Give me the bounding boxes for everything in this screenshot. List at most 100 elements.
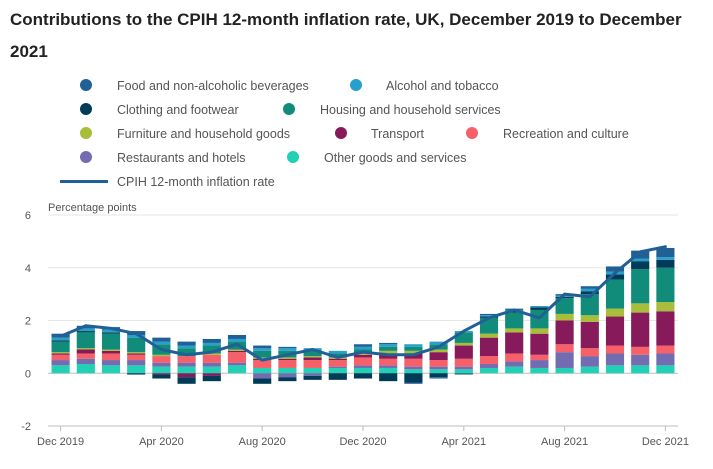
- bar-segment-transport: [152, 373, 171, 375]
- legend-marker-recreation: [466, 127, 478, 139]
- bar-segment-restaurants-and-hotels: [605, 353, 625, 366]
- bar-segment-housing-and-household-services: [505, 312, 524, 329]
- bar-segment-furniture-and-household-goods: [76, 348, 95, 350]
- cpih-line: [59, 245, 667, 362]
- legend-marker-furniture: [80, 127, 92, 139]
- y-tick-label: 6: [25, 210, 31, 222]
- bar-segment-alcohol-and-tobacco: [404, 344, 423, 347]
- bar-segment-transport: [631, 312, 650, 347]
- bar-segment-food-and-non-alcoholic-beverages: [202, 338, 221, 343]
- bar-segment-furniture-and-household-goods: [278, 357, 297, 359]
- bar-segment-other-goods-and-services: [631, 365, 650, 374]
- legend-marker-food: [80, 79, 92, 91]
- bar-segment-furniture-and-household-goods: [379, 350, 398, 354]
- bar-segment-clothing-and-footwear: [51, 340, 70, 342]
- bar-segment-clothing-and-footwear: [152, 374, 171, 379]
- legend-label-alcohol: Alcohol and tobacco: [386, 79, 499, 93]
- legend-label-other: Other goods and services: [324, 151, 467, 165]
- bar-segment-other-goods-and-services: [580, 366, 599, 374]
- legend-label-housing: Housing and household services: [320, 103, 501, 117]
- bar-segment-other-goods-and-services: [303, 367, 322, 374]
- bar-segment-restaurants-and-hotels: [152, 362, 171, 367]
- legend-label-recreation: Recreation and culture: [503, 127, 629, 141]
- bar-segment-clothing-and-footwear: [253, 378, 272, 384]
- legend-marker-other: [287, 151, 299, 163]
- bar-segment-housing-and-household-services: [454, 332, 473, 343]
- bar-segment-restaurants-and-hotels: [303, 373, 322, 376]
- bar-segment-transport: [101, 350, 121, 354]
- bar-segment-transport: [303, 357, 322, 361]
- bar-segment-alcohol-and-tobacco: [278, 348, 297, 351]
- bar-segment-restaurants-and-hotels: [404, 366, 423, 370]
- bar-segment-transport: [202, 373, 221, 376]
- bar-segment-clothing-and-footwear: [101, 332, 121, 334]
- bar-segment-restaurants-and-hotels: [177, 362, 196, 367]
- bar-segment-furniture-and-household-goods: [555, 313, 574, 321]
- bar-segment-furniture-and-household-goods: [631, 303, 650, 313]
- bar-segment-clothing-and-footwear: [631, 261, 650, 270]
- bar-segment-transport: [580, 321, 599, 349]
- bar-segment-furniture-and-household-goods: [303, 356, 322, 358]
- bar-segment-housing-and-household-services: [76, 332, 95, 349]
- legend-label-cpih: CPIH 12-month inflation rate: [117, 175, 275, 189]
- y-tick-label: 2: [25, 316, 31, 328]
- bar-segment-clothing-and-footwear: [379, 373, 398, 382]
- legend-label-furniture: Furniture and household goods: [117, 127, 291, 141]
- bar-segment-other-goods-and-services: [253, 367, 272, 374]
- bar-segment-recreation-and-culture: [227, 352, 247, 363]
- bar-segment-other-goods-and-services: [555, 367, 574, 374]
- bar-segment-recreation-and-culture: [429, 360, 448, 367]
- bar-segment-clothing-and-footwear: [605, 274, 625, 280]
- bar-segment-housing-and-household-services: [656, 267, 675, 303]
- bar-segment-recreation-and-culture: [479, 356, 499, 365]
- bar-segment-transport: [530, 333, 549, 355]
- bar-segment-restaurants-and-hotels: [454, 366, 473, 370]
- bar-segment-housing-and-household-services: [101, 333, 121, 350]
- bar-segment-housing-and-household-services: [379, 346, 398, 351]
- bar-segment-transport: [177, 373, 196, 378]
- bar-segment-recreation-and-culture: [555, 344, 574, 353]
- bar-segment-alcohol-and-tobacco: [379, 344, 398, 347]
- bar-segment-other-goods-and-services: [227, 365, 247, 374]
- bar-segment-food-and-non-alcoholic-beverages: [580, 286, 599, 289]
- bar-segment-alcohol-and-tobacco: [76, 328, 95, 332]
- bar-segment-restaurants-and-hotels: [379, 365, 398, 368]
- bar-segment-restaurants-and-hotels: [101, 360, 121, 366]
- bar-segment-food-and-non-alcoholic-beverages: [429, 377, 448, 379]
- bar-segment-furniture-and-household-goods: [253, 357, 272, 359]
- bar-segment-clothing-and-footwear: [202, 375, 221, 382]
- bar-segment-restaurants-and-hotels: [530, 360, 549, 368]
- bar-segment-recreation-and-culture: [101, 353, 121, 361]
- bar-segment-food-and-non-alcoholic-beverages: [177, 341, 196, 346]
- bar-segment-furniture-and-household-goods: [429, 349, 448, 353]
- bar-segment-other-goods-and-services: [51, 365, 70, 374]
- bar-segment-alcohol-and-tobacco: [127, 335, 146, 338]
- bar-segment-housing-and-household-services: [202, 345, 221, 354]
- bar-segment-clothing-and-footwear: [353, 373, 373, 379]
- bar-segment-housing-and-household-services: [631, 269, 650, 304]
- bar-segment-recreation-and-culture: [530, 354, 549, 361]
- bar-segment-other-goods-and-services: [353, 367, 373, 374]
- bar-segment-recreation-and-culture: [656, 345, 675, 354]
- bar-segment-other-goods-and-services: [328, 367, 347, 374]
- bar-segment-furniture-and-household-goods: [101, 349, 121, 351]
- bar-segment-clothing-and-footwear: [429, 373, 448, 378]
- legend-marker-restaurants: [80, 151, 92, 163]
- bar-segment-restaurants-and-hotels: [227, 362, 247, 366]
- bar-segment-recreation-and-culture: [202, 354, 221, 363]
- bar-segment-furniture-and-household-goods: [127, 352, 146, 354]
- bar-segment-other-goods-and-services: [656, 365, 675, 374]
- bar-segment-alcohol-and-tobacco: [227, 338, 247, 342]
- bar-segment-restaurants-and-hotels: [580, 356, 599, 367]
- bar-segment-restaurants-and-hotels: [656, 353, 675, 366]
- bar-segment-clothing-and-footwear: [404, 373, 423, 383]
- bar-segment-alcohol-and-tobacco: [101, 329, 121, 333]
- legend-label-clothing: Clothing and footwear: [117, 103, 239, 117]
- bar-segment-alcohol-and-tobacco: [328, 350, 347, 354]
- x-tick-label: Dec 2019: [37, 436, 84, 448]
- bar-segment-recreation-and-culture: [51, 354, 70, 361]
- bar-segment-housing-and-household-services: [404, 346, 423, 351]
- bar-segment-recreation-and-culture: [278, 360, 297, 368]
- bar-segment-clothing-and-footwear: [555, 296, 574, 299]
- bar-segment-food-and-non-alcoholic-beverages: [278, 346, 297, 349]
